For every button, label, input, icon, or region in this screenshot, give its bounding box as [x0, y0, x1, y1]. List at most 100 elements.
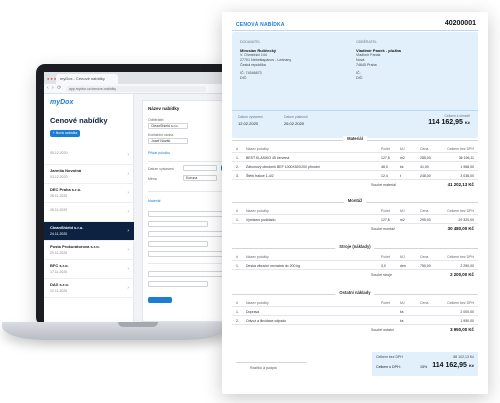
document-number: 40200001: [444, 20, 476, 27]
customer-line: 74645 Praha: [356, 63, 377, 67]
price-offer-document: CENOVÁ NABÍDKA 40200001 DODAVATEL Mirosl…: [222, 12, 488, 394]
laptop-base: [2, 322, 228, 340]
laptop-notch: [118, 322, 158, 327]
contact-field[interactable]: Josef Novák: [148, 138, 188, 144]
table-header: # Název položky Počet MJ Cena Celkem bez DPH: [232, 298, 478, 307]
app-sidebar: myDox Cenové nabídky + Nová nabídka 05.1…: [44, 94, 134, 322]
supplier-line: V. Chmelnici 144: [240, 53, 267, 57]
supplier-title: DODAVATEL: [240, 40, 261, 44]
signature-line: [236, 362, 306, 363]
chevron-right-icon: ›: [127, 228, 129, 234]
dates-row: Datum vystavení 12.02.2020 Datum platnos…: [232, 110, 478, 138]
table-header: # Název položky Počet MJ Cena Celkem bez DPH: [232, 252, 478, 261]
table-row: 1. BEST KLASIKO 45 červená 127,8 m2 285,00 36…: [232, 153, 478, 162]
add-item-link[interactable]: Přidat položku: [148, 151, 171, 155]
section-title: Materiál: [343, 136, 367, 141]
list-item[interactable]: Jarmila Novotná 03.12.2020 ›: [44, 165, 134, 184]
section-title: Ostatní náklady: [335, 290, 375, 295]
divider: [148, 263, 248, 264]
supplier-block: DODAVATEL Miroslav Ruličecký V. Chmelnic…: [240, 40, 350, 81]
total-due: Celkem k úhradě 114 162,95 Kč: [428, 114, 470, 126]
table-row: 2. Odvoz a likvidace odpadu ks 1 950,00: [232, 316, 478, 325]
app-logo[interactable]: myDox: [50, 99, 74, 106]
divider: [148, 191, 248, 192]
customer-line: Nová: [356, 58, 365, 62]
browser-tab[interactable]: myDox - Cenové nabídky: [56, 74, 118, 84]
table-row: 1. Deska vibrační nevratná do 200 kg 3,0 de…: [232, 261, 478, 270]
chevron-right-icon: ›: [127, 209, 129, 215]
section-subtotal: Součet stroje 2 200,00 Kč: [371, 272, 474, 277]
list-item[interactable]: DEC Praha s.r.o. 28.11.2020 ›: [44, 184, 134, 203]
total-without-vat-value: 88 102,13 Kč: [453, 355, 474, 359]
url-field[interactable]: app.mydox.cz/cenove-nabidky: [66, 86, 206, 92]
table-row: 2. Záhonový obrubník BEF 1000X50X200 přír…: [232, 162, 478, 171]
window-controls-icon[interactable]: ●●●: [47, 76, 58, 81]
list-item[interactable]: DAX s.r.o. 12.11.2020 ›: [44, 279, 134, 298]
table-row: 1. Vymizení podkladu 127,8 m2 295,00 29 320,0…: [232, 215, 478, 224]
chevron-right-icon: ›: [127, 152, 129, 158]
chevron-right-icon: ›: [127, 247, 129, 253]
contact-label: Kontaktní osoba: [148, 133, 174, 137]
currency-select[interactable]: Koruna: [183, 175, 217, 181]
supplier-ic: IČ: 74546873: [240, 71, 262, 75]
divider: [148, 161, 248, 162]
list-item[interactable]: BFC s.r.o. 17.11.2020 ›: [44, 260, 134, 279]
list-item[interactable]: Posta Prokurátorova s.r.o. 20.11.2020 ›: [44, 241, 134, 260]
customer-title: ODBĚRATEL: [356, 40, 377, 44]
customer-ic: IČ:: [356, 71, 361, 75]
section-subtotal: Součet ostatní 3 950,00 Kč: [371, 327, 474, 332]
customer-block: ODBĚRATEL Vladimír Panek - plužba Vladim…: [356, 40, 466, 81]
total-with-vat-value: 114 162,95 Kč: [432, 362, 474, 369]
customer-line: Vladimír Panák: [356, 53, 381, 57]
section-assembly: Montáž # Název položky Počet MJ Cena Celkem b…: [232, 198, 478, 234]
document-label: CENOVÁ NABÍDKA: [236, 22, 285, 28]
save-button[interactable]: [148, 297, 172, 303]
section-other: Ostatní náklady # Název položky Počet MJ Cen…: [232, 290, 478, 335]
table-header: # Název položky Počet MJ Cena Celkem bez DPH: [232, 144, 478, 153]
item-row[interactable]: [148, 241, 208, 247]
date-field[interactable]: [183, 165, 217, 171]
signature-label: Razítko a podpis: [250, 366, 277, 370]
customer-field[interactable]: CleanShield s.r.o.: [148, 123, 188, 129]
browser-tabbar: ●●● myDox - Cenové nabídky: [44, 72, 256, 84]
table-row: 1. Doprava ks 2 000,00: [232, 307, 478, 316]
supplier-dic: DIČ:: [240, 76, 248, 80]
list-item[interactable]: 05.12.2020 ›: [44, 146, 134, 165]
supplier-line: Česká republika: [240, 63, 266, 67]
section-subtotal: Součet materiál 41 202,13 Kč: [371, 182, 474, 187]
list-item-selected[interactable]: CleanShield s.r.o. 24.11.2020 ›: [44, 222, 134, 241]
material-section-link[interactable]: Materiál: [148, 199, 161, 203]
table-header: # Název položky Počet MJ Cena Celkem bez DPH: [232, 206, 478, 215]
document-header-band: [232, 32, 478, 138]
grand-total-box: Celkem bez DPH 88 102,13 Kč Celkem s DPH…: [372, 352, 478, 376]
valid-date: Datum platnosti 26.02.2020: [284, 115, 308, 126]
section-subtotal: Součet montáž 30 480,00 Kč: [371, 226, 474, 231]
item-row[interactable]: [148, 281, 208, 287]
supplier-name: Miroslav Ruličecký: [240, 48, 277, 53]
section-title: Stroje (náklady): [335, 244, 375, 249]
list-item[interactable]: 26.11.2020 ›: [44, 203, 134, 222]
customer-name: Vladimír Panek - plužba: [356, 48, 401, 53]
new-offer-button[interactable]: + Nová nabídka: [50, 130, 80, 137]
chevron-right-icon: ›: [127, 190, 129, 196]
browser-addressbar: ‹ › ⟳ app.mydox.cz/cenove-nabidky: [44, 84, 256, 94]
page-title: Cenové nabídky: [50, 116, 108, 125]
chevron-right-icon: ›: [127, 171, 129, 177]
currency-label: Měna: [148, 177, 157, 181]
total-with-vat-label: Celkem s DPH:: [376, 365, 401, 369]
item-row[interactable]: [148, 221, 208, 227]
back-forward-icon[interactable]: ‹ › ⟳: [47, 85, 63, 91]
section-material: Materiál # Název položky Počet MJ Cena Celkem…: [232, 136, 478, 190]
table-row: 3. Štěrk frakce 1-4/2 12,4 t 248,00 3 038,00: [232, 171, 478, 180]
chevron-right-icon: ›: [127, 266, 129, 272]
supplier-line: 27701 Nebeštapánov - Lednany: [240, 58, 292, 62]
section-title: Montáž: [343, 198, 367, 203]
issue-date: Datum vystavení 12.02.2020: [238, 115, 264, 126]
customer-label: Odběratel: [148, 118, 164, 122]
vat-rate: 15%: [420, 365, 428, 369]
form-heading: Název nabídky: [148, 106, 180, 111]
date-label: Datum vystavení: [148, 167, 175, 171]
section-machines: Stroje (náklady) # Název položky Počet MJ Ce…: [232, 244, 478, 280]
chevron-right-icon: ›: [127, 285, 129, 291]
total-without-vat-label: Celkem bez DPH: [376, 355, 403, 359]
